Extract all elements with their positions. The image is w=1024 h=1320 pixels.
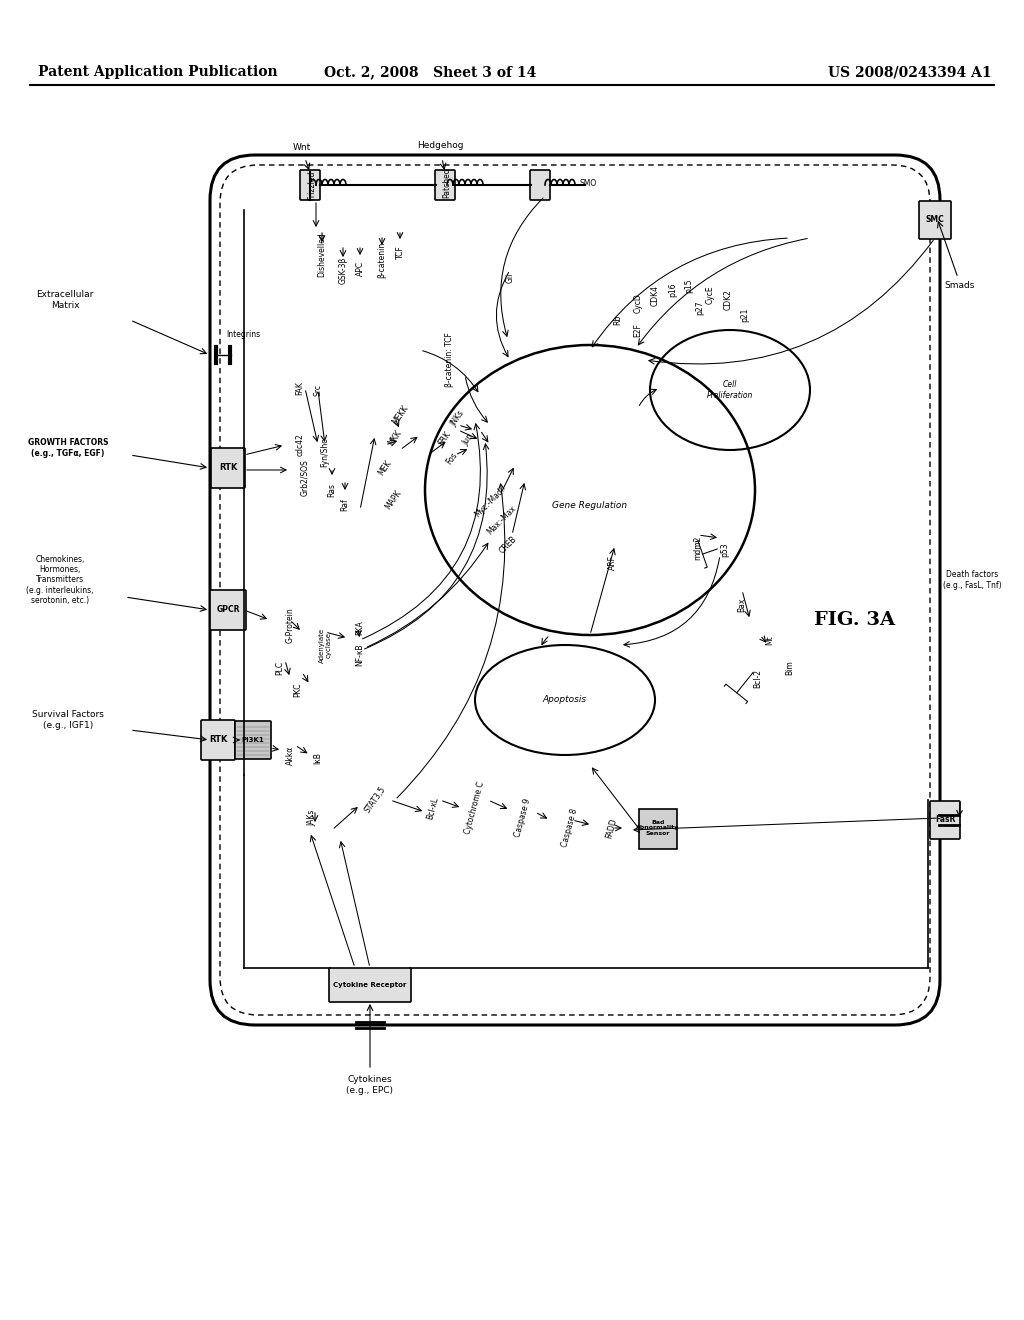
Text: Src: Src xyxy=(313,384,323,396)
FancyBboxPatch shape xyxy=(210,590,246,630)
Text: p27: p27 xyxy=(695,301,705,315)
Text: p16: p16 xyxy=(669,282,678,297)
Text: G-Protein: G-Protein xyxy=(286,607,295,643)
Text: Death factors
(e.g., FasL, Tnf): Death factors (e.g., FasL, Tnf) xyxy=(943,570,1001,590)
Text: Cytokines
(e.g., EPC): Cytokines (e.g., EPC) xyxy=(346,1076,393,1094)
Text: Apoptosis: Apoptosis xyxy=(543,696,587,705)
Text: p15: p15 xyxy=(684,279,693,293)
Text: E2F: E2F xyxy=(634,323,642,337)
FancyBboxPatch shape xyxy=(930,801,961,840)
Text: Cytokine Receptor: Cytokine Receptor xyxy=(334,982,407,987)
Text: IκB: IκB xyxy=(313,752,323,764)
Text: US 2008/0243394 A1: US 2008/0243394 A1 xyxy=(828,65,992,79)
Text: Cytochrome C: Cytochrome C xyxy=(464,781,486,836)
Text: FasR: FasR xyxy=(935,816,955,825)
Text: Gli: Gli xyxy=(506,273,514,284)
Text: FAK: FAK xyxy=(296,381,304,395)
Text: APC: APC xyxy=(355,260,365,276)
Text: CDK2: CDK2 xyxy=(724,289,732,310)
Text: Bax: Bax xyxy=(737,598,746,612)
Text: Bim: Bim xyxy=(785,660,795,676)
Text: mdm2: mdm2 xyxy=(693,536,702,560)
Text: Grb2/SOS: Grb2/SOS xyxy=(300,459,309,496)
Text: RTK: RTK xyxy=(219,463,238,473)
Text: ERK: ERK xyxy=(437,429,453,446)
Text: Dishevelled: Dishevelled xyxy=(317,232,327,277)
Text: Rb: Rb xyxy=(613,315,623,325)
Text: GSK-3β: GSK-3β xyxy=(339,256,347,284)
Text: Chemokines,
Hormones,
Transmitters
(e.g. interleukins,
serotonin, etc.): Chemokines, Hormones, Transmitters (e.g.… xyxy=(27,554,94,606)
Text: Caspase 9: Caspase 9 xyxy=(514,797,532,838)
Text: FADD: FADD xyxy=(605,817,620,840)
Text: JNKs: JNKs xyxy=(450,408,467,428)
Text: Fyn/Shc: Fyn/Shc xyxy=(321,437,330,467)
Text: p21: p21 xyxy=(740,308,750,322)
Text: Gene Regulation: Gene Regulation xyxy=(552,500,628,510)
Text: CREB: CREB xyxy=(498,535,518,556)
Text: STAT3,5: STAT3,5 xyxy=(362,785,387,814)
Text: CycE: CycE xyxy=(706,285,715,305)
Text: CDK4: CDK4 xyxy=(650,285,659,305)
Text: TCF: TCF xyxy=(395,246,404,259)
Text: Akkα: Akkα xyxy=(286,746,295,764)
Text: GROWTH FACTORS
(e.g., TGFα, EGF): GROWTH FACTORS (e.g., TGFα, EGF) xyxy=(28,438,109,458)
Text: Integrins: Integrins xyxy=(226,330,260,339)
Text: MAPK: MAPK xyxy=(383,488,402,511)
Text: Bad
Abnormality
Sensor: Bad Abnormality Sensor xyxy=(636,820,680,837)
Text: Mt: Mt xyxy=(766,635,774,645)
Text: NF-κB: NF-κB xyxy=(355,644,365,667)
Text: ARF: ARF xyxy=(607,554,616,569)
Text: PKC: PKC xyxy=(294,682,302,697)
Text: Cell
Proliferation: Cell Proliferation xyxy=(707,380,754,400)
Text: Myc:-Mad:: Myc:-Mad: xyxy=(473,484,507,519)
Text: Adenylate
cyclase: Adenylate cyclase xyxy=(318,627,332,663)
Text: Patched: Patched xyxy=(442,168,452,198)
FancyBboxPatch shape xyxy=(530,170,550,201)
Text: Hedgehog: Hedgehog xyxy=(417,141,463,150)
Text: CycD: CycD xyxy=(634,293,642,313)
Text: Patent Application Publication: Patent Application Publication xyxy=(38,65,278,79)
Text: JAKs: JAKs xyxy=(307,809,316,826)
Text: PLC: PLC xyxy=(275,661,285,675)
Text: Extracellular
Matrix: Extracellular Matrix xyxy=(36,290,93,310)
FancyBboxPatch shape xyxy=(919,201,951,239)
Text: Fos: Fos xyxy=(444,450,460,466)
Text: β-catenin: TCF: β-catenin: TCF xyxy=(445,333,455,388)
Text: MKK: MKK xyxy=(386,429,403,447)
Text: Ras: Ras xyxy=(328,483,337,498)
Text: MEKK: MEKK xyxy=(390,404,410,426)
Text: RTK: RTK xyxy=(209,735,227,744)
Text: SMC: SMC xyxy=(926,215,944,224)
Text: Bcl-xL: Bcl-xL xyxy=(426,796,440,820)
Text: p53: p53 xyxy=(721,543,729,557)
Text: Max:-Max: Max:-Max xyxy=(485,504,518,536)
Text: cdc42: cdc42 xyxy=(296,434,304,457)
FancyBboxPatch shape xyxy=(329,968,411,1002)
Text: Oct. 2, 2008   Sheet 3 of 14: Oct. 2, 2008 Sheet 3 of 14 xyxy=(324,65,537,79)
Text: Caspase 8: Caspase 8 xyxy=(560,808,580,849)
FancyBboxPatch shape xyxy=(211,447,245,488)
Text: Bcl-2: Bcl-2 xyxy=(754,668,763,688)
Text: Smads: Smads xyxy=(945,281,975,289)
FancyBboxPatch shape xyxy=(639,809,677,849)
FancyBboxPatch shape xyxy=(435,170,455,201)
FancyBboxPatch shape xyxy=(300,170,319,201)
Text: SMO: SMO xyxy=(580,178,597,187)
Text: Jun: Jun xyxy=(461,433,475,447)
Text: Survival Factors
(e.g., IGF1): Survival Factors (e.g., IGF1) xyxy=(32,710,104,730)
FancyBboxPatch shape xyxy=(234,721,271,759)
FancyBboxPatch shape xyxy=(201,719,234,760)
Text: β-catenin: β-catenin xyxy=(378,242,386,279)
Text: PKA: PKA xyxy=(355,620,365,635)
Text: Raf: Raf xyxy=(341,499,349,511)
Text: GPCR: GPCR xyxy=(216,606,240,615)
Text: MEK: MEK xyxy=(377,459,393,478)
Text: PI3K1: PI3K1 xyxy=(242,737,264,743)
Text: FIG. 3A: FIG. 3A xyxy=(814,611,896,630)
Text: Frizzled: Frizzled xyxy=(307,170,316,199)
Text: Wnt: Wnt xyxy=(293,143,311,152)
